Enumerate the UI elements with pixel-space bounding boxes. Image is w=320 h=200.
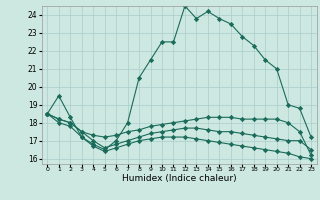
X-axis label: Humidex (Indice chaleur): Humidex (Indice chaleur) xyxy=(122,174,236,183)
